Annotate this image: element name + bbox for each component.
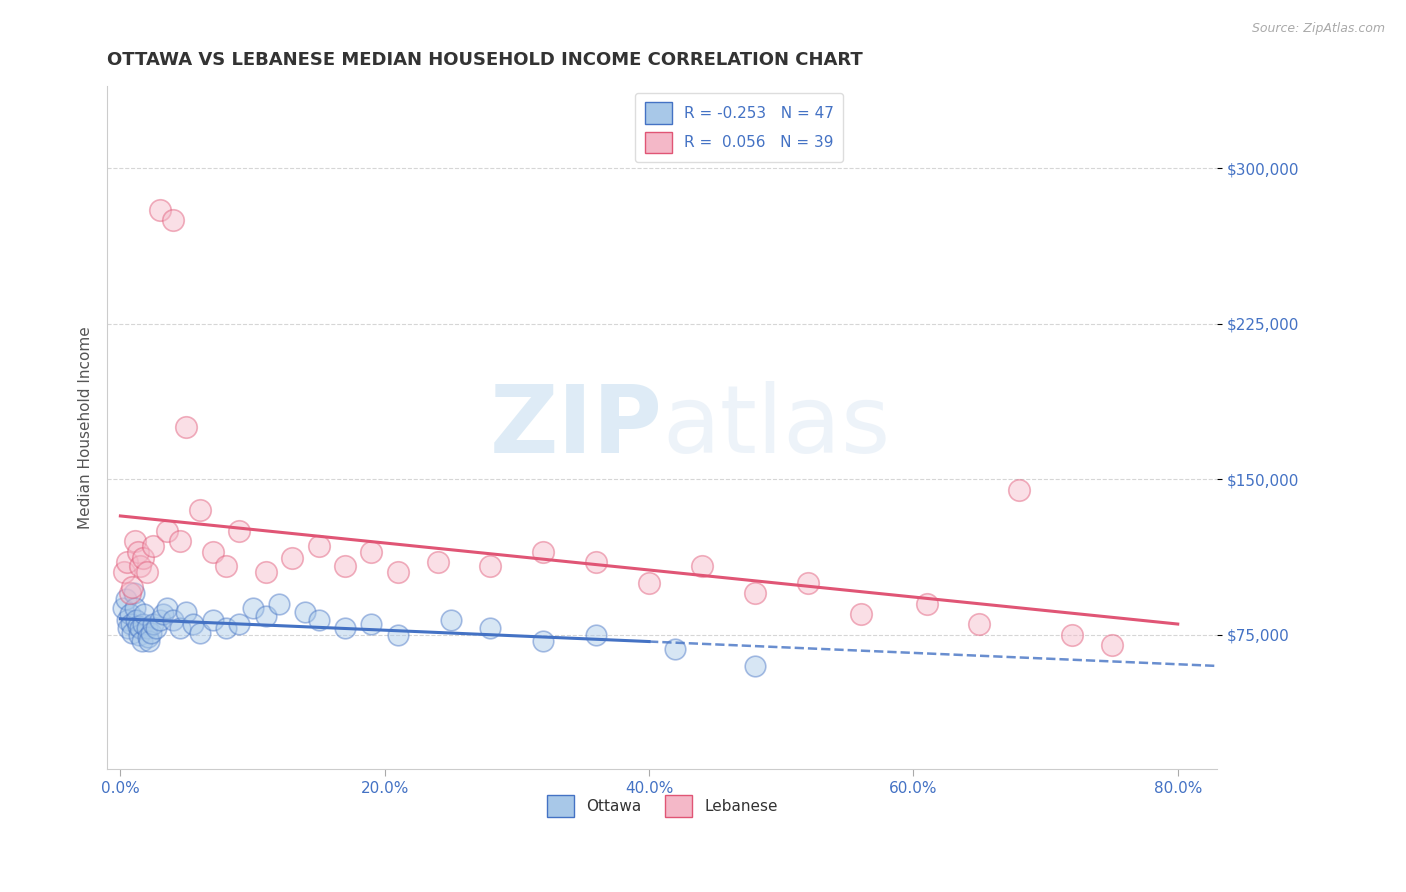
Point [142, 539, 165, 553]
Point [118, 607, 141, 621]
Point [969, 617, 991, 632]
Point [201, 613, 224, 627]
Point [531, 545, 554, 559]
Point [122, 586, 145, 600]
Point [142, 617, 165, 632]
Point [1060, 627, 1083, 641]
Point [744, 658, 766, 673]
Point [796, 575, 818, 590]
Point [118, 586, 141, 600]
Point [162, 613, 184, 627]
Point [156, 524, 179, 538]
Point [129, 559, 152, 574]
Point [479, 621, 502, 635]
Point [128, 627, 150, 641]
Point [169, 534, 191, 549]
Point [531, 633, 554, 648]
Point [188, 625, 211, 640]
Point [152, 607, 174, 621]
Point [111, 600, 134, 615]
Point [308, 539, 330, 553]
Point [117, 621, 139, 635]
Point [132, 551, 155, 566]
Point [215, 621, 238, 635]
Point [124, 600, 146, 615]
Legend: Ottawa, Lebanese: Ottawa, Lebanese [540, 789, 785, 823]
Point [333, 559, 356, 574]
Point [849, 607, 872, 621]
Point [139, 625, 162, 640]
Point [132, 617, 155, 632]
Point [156, 600, 179, 615]
Point [169, 621, 191, 635]
Point [162, 213, 184, 227]
Point [124, 534, 146, 549]
Point [638, 575, 661, 590]
Point [267, 597, 290, 611]
Point [744, 586, 766, 600]
Point [127, 545, 149, 559]
Point [115, 555, 138, 569]
Point [176, 420, 198, 434]
Point [308, 613, 330, 627]
Point [135, 566, 157, 580]
Point [201, 545, 224, 559]
Y-axis label: Median Household Income: Median Household Income [79, 326, 93, 529]
Point [145, 621, 167, 635]
Point [115, 613, 138, 627]
Point [215, 559, 238, 574]
Point [114, 592, 136, 607]
Point [333, 621, 356, 635]
Point [176, 605, 198, 619]
Point [664, 642, 686, 657]
Text: Source: ZipAtlas.com: Source: ZipAtlas.com [1251, 22, 1385, 36]
Point [254, 609, 277, 624]
Point [121, 625, 143, 640]
Point [129, 621, 152, 635]
Point [426, 555, 449, 569]
Point [228, 617, 250, 632]
Point [135, 621, 157, 635]
Point [131, 633, 153, 648]
Point [188, 503, 211, 517]
Point [387, 566, 409, 580]
Point [915, 597, 938, 611]
Point [138, 633, 160, 648]
Point [294, 605, 316, 619]
Point [440, 613, 463, 627]
Text: OTTAWA VS LEBANESE MEDIAN HOUSEHOLD INCOME CORRELATION CHART: OTTAWA VS LEBANESE MEDIAN HOUSEHOLD INCO… [107, 51, 863, 69]
Point [112, 566, 135, 580]
Point [228, 524, 250, 538]
Point [136, 630, 159, 644]
Point [254, 566, 277, 580]
Point [585, 555, 607, 569]
Point [479, 559, 502, 574]
Point [1101, 638, 1123, 652]
Point [360, 545, 382, 559]
Point [242, 600, 264, 615]
Point [585, 627, 607, 641]
Point [121, 580, 143, 594]
Point [387, 627, 409, 641]
Point [134, 607, 156, 621]
Point [125, 613, 148, 627]
Point [1008, 483, 1031, 497]
Point [281, 551, 304, 566]
Text: ZIP: ZIP [489, 382, 662, 474]
Point [120, 617, 142, 632]
Point [181, 617, 204, 632]
Point [360, 617, 382, 632]
Text: atlas: atlas [662, 382, 890, 474]
Point [149, 613, 172, 627]
Point [127, 619, 149, 633]
Point [690, 559, 713, 574]
Point [149, 202, 172, 217]
